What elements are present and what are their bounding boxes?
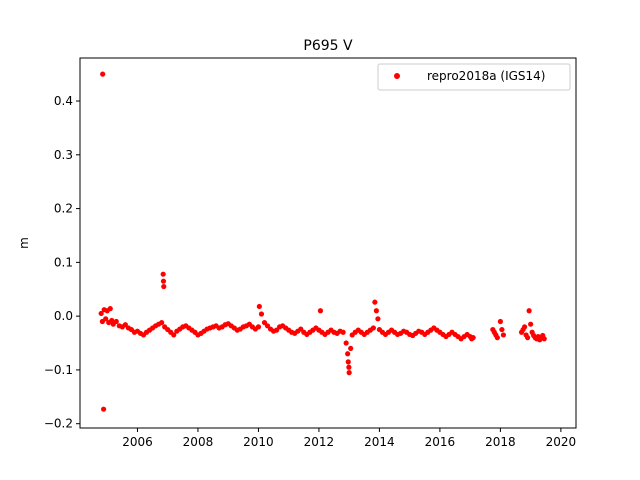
data-point (345, 351, 351, 357)
x-tick-label: 2016 (425, 435, 456, 449)
y-tick-label: −0.1 (44, 363, 73, 377)
data-point (100, 71, 106, 77)
data-point (497, 318, 503, 325)
data-point (161, 283, 167, 290)
data-point (346, 364, 352, 370)
data-point (340, 329, 346, 335)
data-point (171, 332, 177, 338)
y-tick-label: 0.3 (54, 148, 73, 162)
data-point (346, 370, 352, 376)
data-point (373, 308, 379, 314)
x-tick-label: 2008 (183, 435, 214, 449)
y-axis-label: m (17, 237, 31, 249)
data-point (103, 316, 109, 322)
data-point (317, 308, 324, 314)
x-tick-label: 2012 (304, 435, 335, 449)
data-point (541, 336, 547, 342)
x-tick-label: 2014 (364, 435, 395, 449)
legend-label: repro2018a (IGS14) (427, 69, 545, 83)
x-tick-label: 2010 (243, 435, 274, 449)
data-point (500, 332, 507, 338)
legend: repro2018a (IGS14) (377, 63, 571, 91)
data-point (255, 324, 262, 330)
data-point (525, 335, 531, 341)
data-point (160, 278, 167, 284)
data-point (370, 325, 376, 331)
x-tick-label: 2018 (485, 435, 516, 449)
data-point (113, 318, 119, 325)
data-point (98, 310, 104, 317)
y-axis: −0.2 −0.1 0.0 0.1 0.2 0.3 0.4 (44, 94, 80, 431)
y-tick-label: 0.0 (54, 309, 73, 323)
data-point (470, 335, 476, 341)
data-point (375, 316, 381, 322)
data-point (160, 271, 166, 277)
data-point (521, 324, 528, 330)
y-tick-label: 0.4 (54, 94, 73, 108)
legend-box (377, 63, 571, 91)
data-point (348, 345, 354, 352)
data-point (499, 326, 505, 333)
legend-marker (394, 73, 400, 79)
y-tick-label: 0.2 (54, 202, 73, 216)
data-point (528, 321, 534, 327)
data-point (159, 319, 165, 326)
data-point (100, 406, 107, 412)
axes-frame (79, 57, 577, 429)
data-point (107, 306, 113, 312)
data-point (345, 359, 351, 365)
chart-title: P695 V (303, 38, 353, 54)
data-point (258, 311, 265, 317)
y-tick-label: −0.2 (44, 417, 73, 431)
x-tick-label: 2006 (122, 435, 153, 449)
data-point (494, 335, 500, 341)
data-point (343, 340, 349, 346)
plot-area (98, 71, 547, 412)
data-point (372, 299, 378, 305)
data-point (526, 308, 532, 314)
data-point (256, 303, 262, 310)
x-tick-label: 2020 (546, 435, 577, 449)
y-tick-label: 0.1 (54, 255, 73, 269)
x-axis: 2006 2008 2010 2012 2014 2016 2018 2020 (122, 428, 576, 449)
